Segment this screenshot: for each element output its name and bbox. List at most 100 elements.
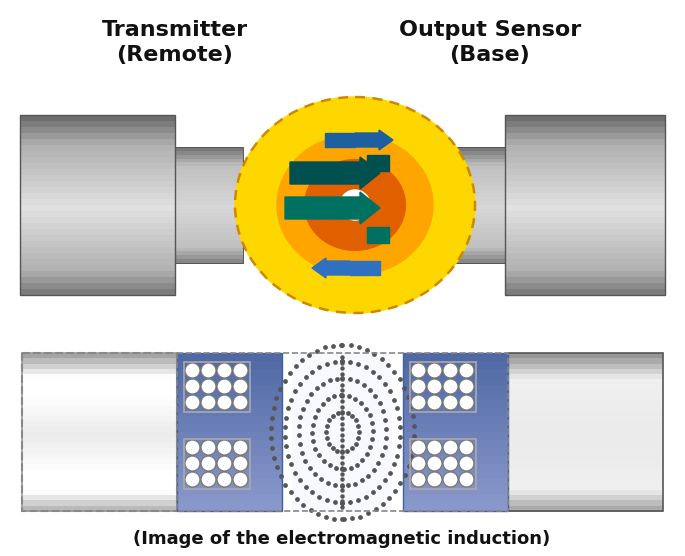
Bar (403, 353, 508, 511)
Bar (22, 411, 177, 416)
Bar (175, 228, 243, 232)
Bar (175, 151, 243, 155)
Bar (505, 229, 665, 236)
Bar (20, 217, 175, 224)
Ellipse shape (340, 190, 370, 220)
Bar (437, 190, 505, 194)
Bar (20, 229, 175, 236)
Bar (20, 115, 175, 122)
Bar (20, 271, 175, 277)
Bar (20, 139, 175, 146)
Bar (22, 490, 177, 496)
Bar (20, 277, 175, 284)
Bar (177, 456, 282, 464)
FancyArrow shape (355, 130, 393, 150)
Bar (508, 506, 663, 512)
Bar (22, 358, 177, 364)
Bar (403, 353, 508, 511)
Bar (175, 236, 243, 240)
Bar (505, 223, 665, 230)
Bar (403, 479, 508, 488)
Bar (508, 421, 663, 427)
Bar (403, 385, 508, 393)
Bar (508, 400, 663, 406)
Bar (22, 500, 177, 506)
Circle shape (459, 379, 474, 394)
Bar (437, 236, 505, 240)
Bar (22, 353, 177, 359)
Bar (505, 199, 665, 206)
Bar (367, 227, 389, 243)
Circle shape (427, 363, 442, 378)
Bar (22, 432, 177, 438)
Bar (22, 385, 177, 390)
Circle shape (185, 440, 200, 455)
Bar (437, 255, 505, 260)
Bar (508, 385, 663, 390)
Bar (175, 147, 243, 263)
Bar (20, 193, 175, 200)
Bar (367, 155, 389, 171)
Circle shape (217, 440, 232, 455)
Bar (175, 147, 243, 151)
Bar (437, 166, 505, 171)
Bar (437, 147, 505, 151)
Bar (20, 241, 175, 247)
Bar (175, 162, 243, 167)
Bar (508, 390, 663, 396)
Bar (20, 205, 175, 211)
Circle shape (201, 472, 216, 487)
Bar (175, 186, 243, 190)
Bar (508, 495, 663, 501)
Bar (403, 400, 508, 409)
Bar (177, 369, 282, 377)
Bar (20, 253, 175, 260)
Ellipse shape (235, 97, 475, 313)
Bar (20, 163, 175, 170)
Bar (508, 485, 663, 490)
Circle shape (201, 395, 216, 410)
Ellipse shape (277, 135, 433, 275)
Bar (505, 241, 665, 247)
Bar (505, 115, 665, 122)
Bar (175, 193, 243, 198)
Bar (177, 440, 282, 448)
Ellipse shape (305, 160, 406, 250)
Bar (437, 193, 505, 198)
Bar (20, 133, 175, 140)
Circle shape (459, 363, 474, 378)
Bar (508, 406, 663, 411)
Circle shape (459, 395, 474, 410)
Bar (177, 353, 282, 511)
Bar (175, 255, 243, 260)
Bar (437, 158, 505, 163)
Bar (177, 503, 282, 512)
Bar (22, 474, 177, 480)
Bar (437, 170, 505, 175)
Bar (505, 265, 665, 271)
Bar (505, 211, 665, 217)
Bar (175, 209, 243, 214)
Circle shape (443, 440, 458, 455)
Bar (22, 390, 177, 396)
Bar (175, 166, 243, 171)
Bar (403, 408, 508, 416)
Circle shape (217, 472, 232, 487)
Bar (175, 201, 243, 206)
Bar (505, 175, 665, 181)
Bar (22, 427, 177, 433)
Bar (437, 232, 505, 236)
Bar (505, 169, 665, 176)
Bar (20, 157, 175, 163)
Bar (505, 205, 665, 211)
Circle shape (459, 472, 474, 487)
Bar (508, 443, 663, 448)
Bar (437, 213, 505, 217)
Bar (175, 221, 243, 225)
Bar (508, 474, 663, 480)
Circle shape (443, 363, 458, 378)
Bar (403, 353, 508, 361)
Bar (175, 217, 243, 221)
Circle shape (443, 395, 458, 410)
Bar (403, 440, 508, 448)
